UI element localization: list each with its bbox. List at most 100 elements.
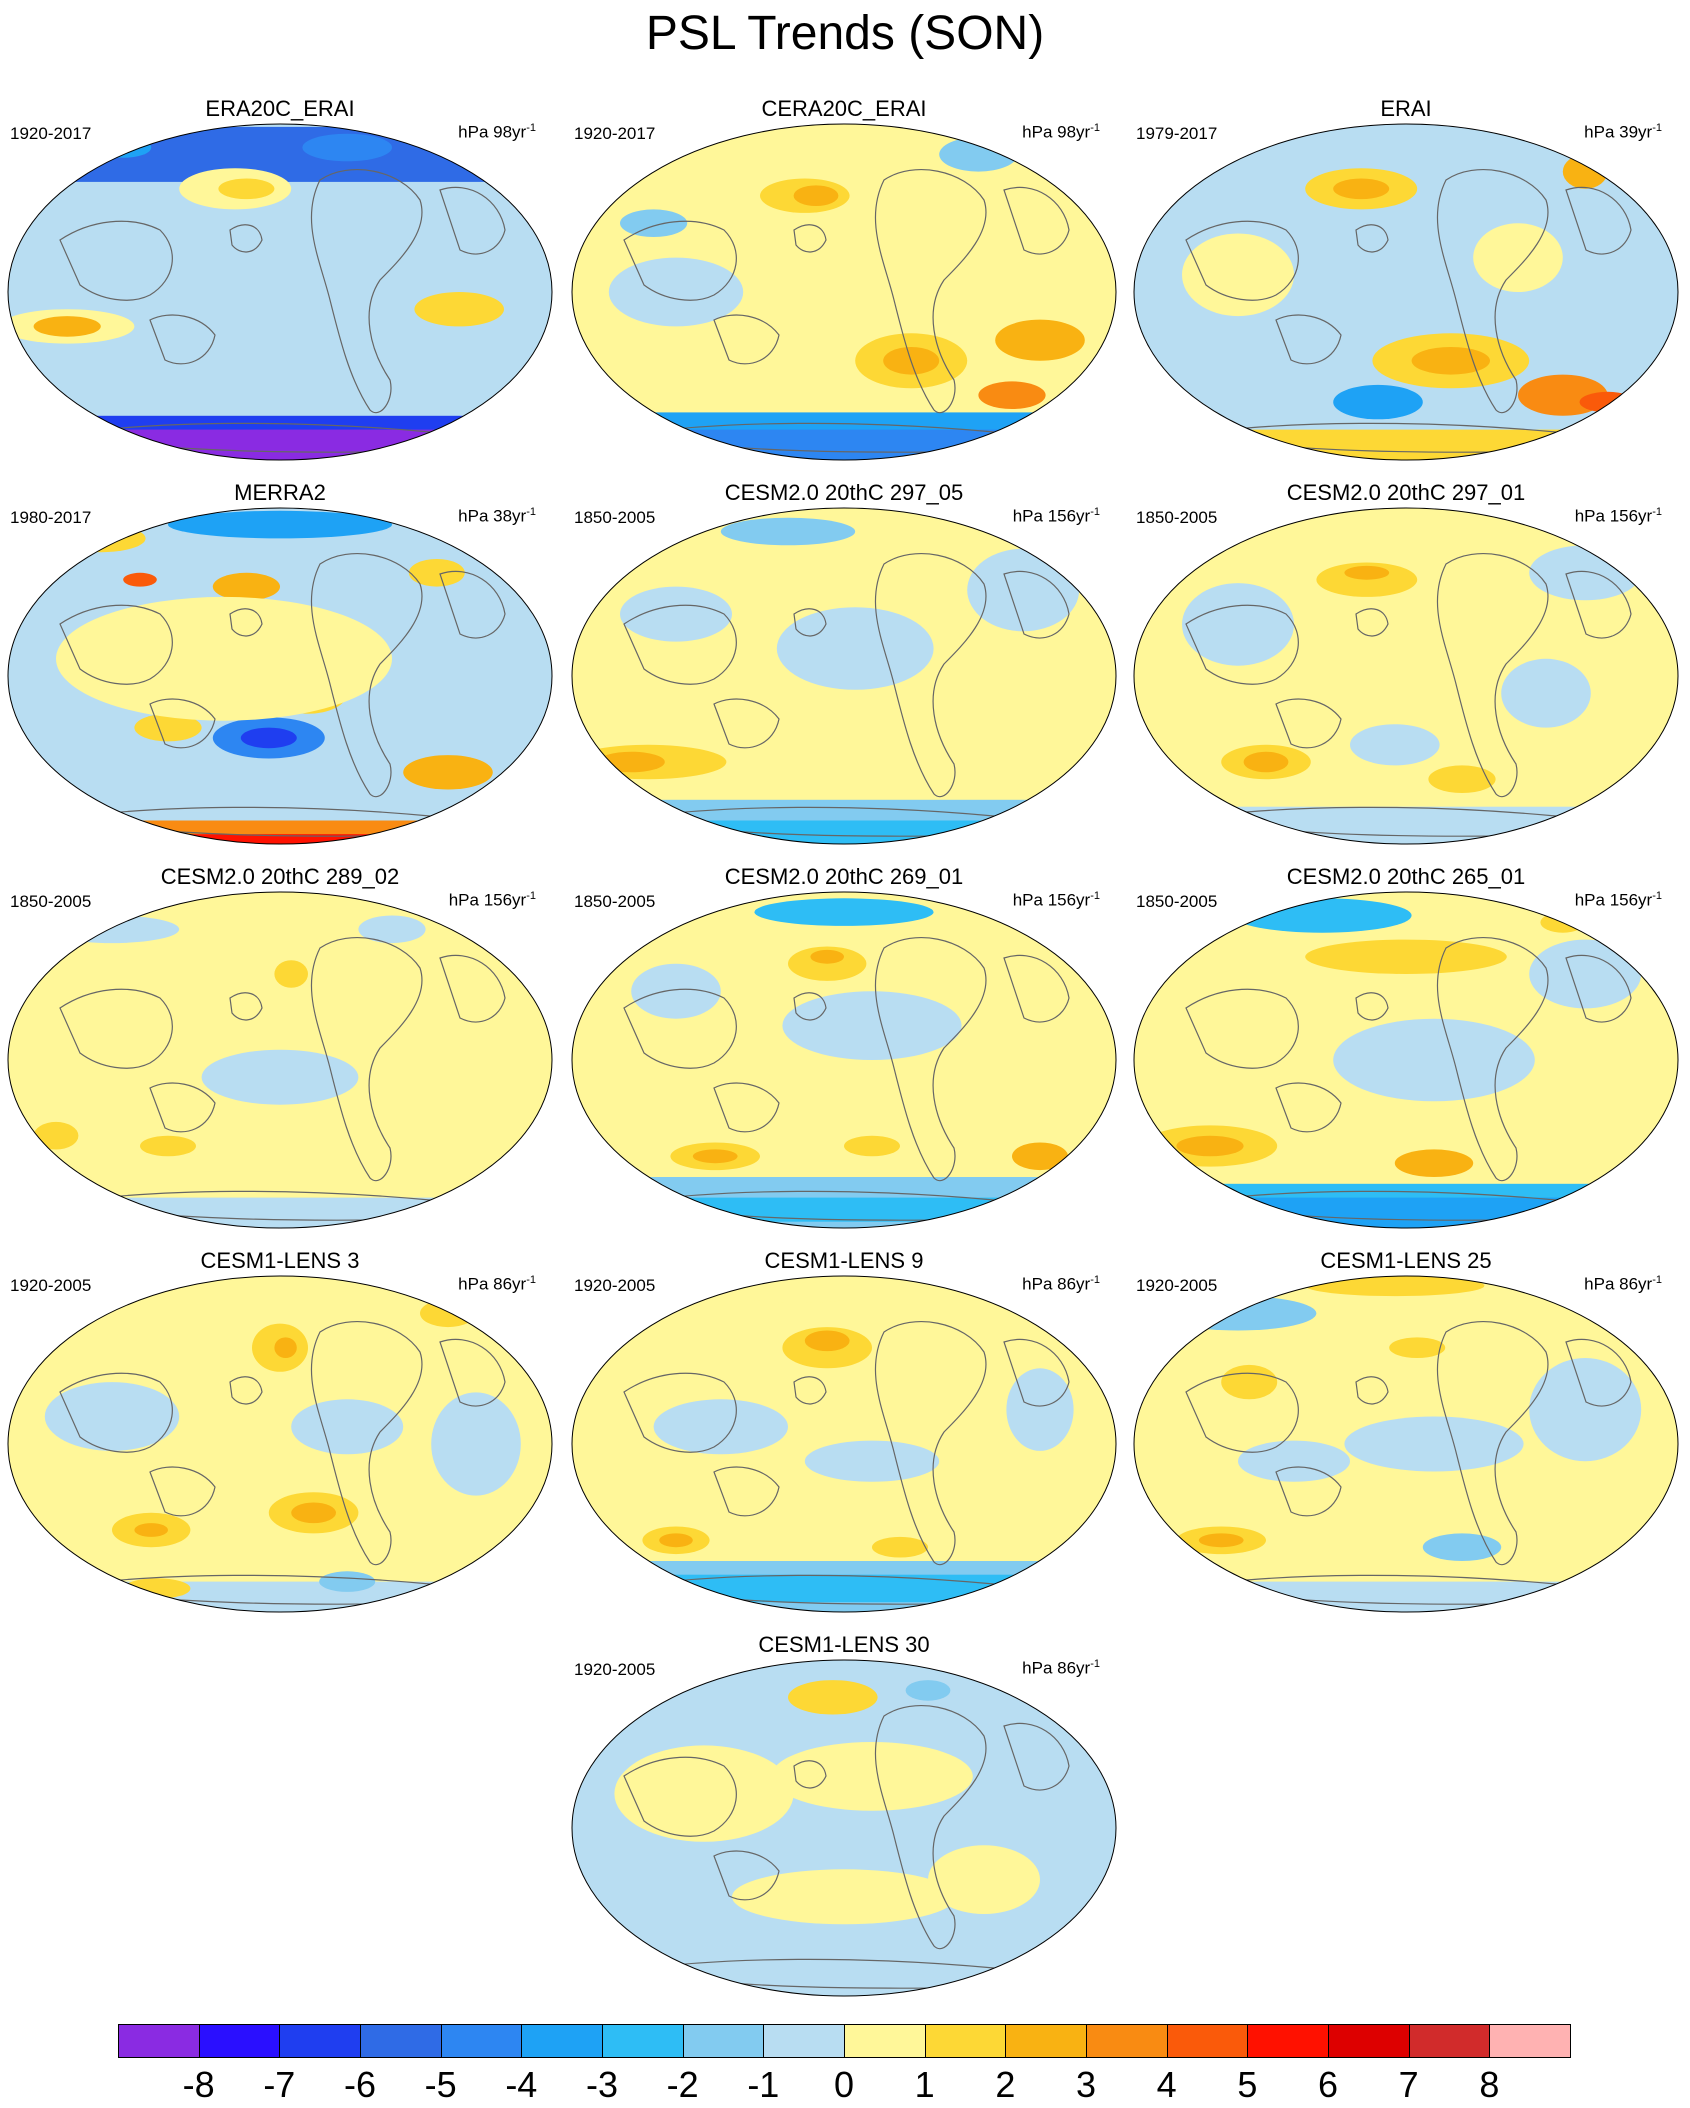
panel-units: hPa 86yr-1 [1022,1274,1100,1294]
map-border [571,891,1117,1229]
field-anomaly [978,381,1046,410]
field-anomaly [1305,1276,1485,1297]
map-border [1133,507,1679,845]
colorbar-tick-label: 3 [1075,2064,1097,2105]
coastline [439,1338,506,1407]
field-anomaly [732,1282,867,1303]
field-band [8,1581,552,1612]
field-anomaly [804,1330,850,1352]
trend-map [7,1275,553,1613]
field-band [572,429,1116,460]
map-border [1133,123,1679,461]
colorbar [118,2024,1571,2060]
colorbar-tick-label: 1 [914,2064,935,2105]
colorbar-swatch [1005,2024,1087,2058]
field-anomaly [56,596,392,721]
map-border [1133,891,1679,1229]
field-anomaly [620,209,688,237]
panel-period: 1920-2005 [574,1276,656,1295]
panel-title: MERRA2 [234,480,326,505]
field-band [1134,806,1678,844]
coastline [1003,186,1070,255]
coastline [1185,988,1299,1069]
field-anomaly [168,510,392,539]
field-anomaly [1562,154,1608,189]
field-anomaly [123,572,157,587]
field-anomaly [1529,545,1642,601]
coastline [149,1082,216,1133]
panel-units: hPa 98yr-1 [458,122,536,142]
map-panel: CESM2.0 20thC 297_01 1850-2005 hPa 156yr… [1126,480,1686,848]
field-anomaly [1238,1440,1350,1482]
panel-title: ERAI [1380,96,1432,121]
coastline [1436,553,1549,798]
field-background [1134,508,1678,844]
panel-title: CESM2.0 20thC 297_01 [1286,480,1526,505]
coastline [439,954,506,1023]
field-band [1134,1581,1678,1612]
coastline [310,553,423,798]
field-anomaly [1198,1533,1244,1548]
panel-units: hPa 156yr-1 [1012,506,1100,526]
field-anomaly [844,1135,900,1157]
trend-map [571,1275,1117,1613]
coastline [1275,698,1342,749]
field-anomaly [1176,1135,1244,1157]
field-anomaly [720,517,856,546]
field-anomaly [431,1392,521,1496]
panel-units: hPa 86yr-1 [1584,1274,1662,1294]
trend-map [7,507,553,845]
coastline [713,314,780,365]
coastline [1436,937,1549,1182]
field-anomaly [788,946,867,981]
coastline [874,553,987,798]
coastline [1565,186,1632,255]
field-anomaly [319,1571,376,1592]
field-anomaly [212,572,280,601]
field-anomaly [56,524,146,553]
coastline [623,1756,737,1837]
coastline [713,1082,780,1133]
panel-title: CESM1-LENS 9 [764,1248,924,1273]
coastline [59,220,173,301]
field-anomaly [1529,939,1642,1009]
trend-map [1133,891,1679,1229]
field-band [8,126,552,182]
coastline [1565,1338,1632,1407]
coastline [439,570,506,639]
field-anomaly [1344,1416,1524,1472]
map-border [571,1659,1117,1997]
field-anomaly [1501,658,1591,728]
panel-period: 1920-2005 [10,1276,92,1295]
coastline [1355,992,1389,1021]
field-anomaly [608,257,744,327]
panel-period: 1850-2005 [574,892,656,911]
field-anomaly [659,1533,693,1548]
field-anomaly [1579,391,1636,413]
coastline [149,1466,216,1517]
field-anomaly [240,727,297,749]
field-anomaly [274,1337,297,1358]
coastline [713,698,780,749]
coastline [1003,1338,1070,1407]
coastline [793,608,827,637]
colorbar-tick-label: 8 [1479,2064,1500,2105]
field-anomaly [928,1845,1040,1914]
field-anomaly [134,1523,168,1537]
coastline [1436,169,1549,414]
field-band [1134,429,1678,460]
map-border [7,507,553,845]
field-anomaly [1473,223,1563,292]
coastline [310,937,423,1182]
panel-title: CESM2.0 20thC 265_01 [1286,864,1526,889]
field-anomaly [1182,583,1294,666]
field-anomaly [1333,384,1423,420]
field-band [572,1965,1116,1996]
field-anomaly [692,1149,738,1164]
map-panel: CESM2.0 20thC 265_01 1850-2005 hPa 156yr… [1126,864,1686,1232]
field-anomaly [754,898,934,926]
colorbar-tick-label: -8 [182,2064,215,2105]
colorbar-tick-label: -4 [505,2064,538,2105]
colorbar-swatch [1247,2024,1329,2058]
coastline [229,1376,263,1405]
